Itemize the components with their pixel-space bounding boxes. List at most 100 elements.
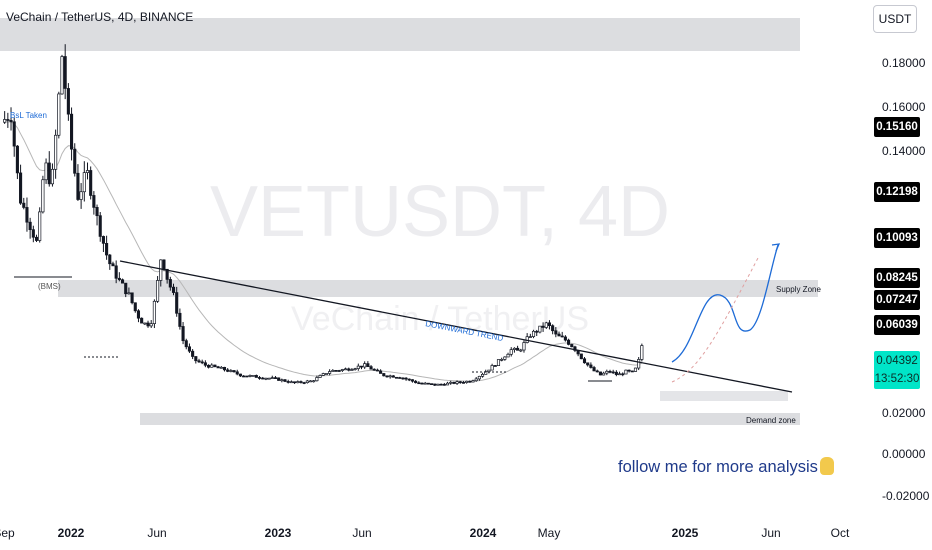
candle-body bbox=[312, 380, 316, 383]
candle-body bbox=[124, 282, 128, 295]
candle-body bbox=[519, 349, 523, 352]
candle-body bbox=[117, 277, 121, 281]
candle-body bbox=[423, 382, 427, 385]
candle-body bbox=[477, 375, 481, 380]
candle-body bbox=[9, 120, 13, 123]
candle-body bbox=[436, 383, 440, 386]
candle-body bbox=[544, 322, 548, 328]
candle-body bbox=[92, 195, 96, 208]
candle-body bbox=[63, 56, 67, 89]
candle-body bbox=[592, 367, 596, 372]
candle-body bbox=[637, 359, 641, 369]
candle-body bbox=[171, 286, 176, 293]
candle-body bbox=[417, 382, 421, 385]
candle-body bbox=[264, 377, 268, 380]
candle-body bbox=[318, 375, 322, 378]
candle-body bbox=[315, 377, 319, 382]
candle-body bbox=[372, 368, 376, 371]
candle-body bbox=[89, 170, 93, 196]
candle-body bbox=[630, 370, 634, 373]
x-tick-label: Sep bbox=[0, 526, 15, 540]
candle-body bbox=[70, 113, 74, 150]
candle-body bbox=[598, 371, 602, 376]
candles-layer bbox=[3, 44, 644, 387]
countdown-tag: 13:52:30 bbox=[874, 369, 920, 389]
candle-body bbox=[394, 376, 399, 379]
candle-body bbox=[356, 365, 360, 369]
candle-body bbox=[433, 383, 437, 386]
candle-body bbox=[222, 366, 227, 371]
candle-body bbox=[449, 381, 453, 384]
candle-body bbox=[47, 162, 51, 185]
candle-body bbox=[621, 373, 625, 376]
candle-body bbox=[633, 367, 638, 372]
candle-body bbox=[624, 369, 628, 375]
candle-body bbox=[248, 375, 252, 377]
price-tag-1: 0.12198 bbox=[874, 182, 920, 202]
price-tag-2: 0.10093 bbox=[874, 228, 920, 248]
candle-body bbox=[388, 375, 392, 378]
candle-body bbox=[512, 347, 516, 350]
x-tick-label: Oct bbox=[831, 526, 850, 540]
candle-body bbox=[324, 373, 328, 375]
price-tag-5: 0.06039 bbox=[874, 315, 920, 335]
candle-body bbox=[136, 310, 141, 319]
candle-body bbox=[487, 369, 491, 373]
watermark-layer: VETUSDT, 4D VeChain / TetherUS bbox=[210, 172, 670, 338]
currency-unit-button[interactable]: USDT bbox=[873, 5, 917, 33]
candle-body bbox=[289, 381, 293, 384]
candle-body bbox=[328, 371, 332, 374]
candle-body bbox=[481, 373, 485, 377]
hand-icon bbox=[819, 457, 834, 475]
candle-body bbox=[232, 370, 236, 373]
candle-body bbox=[3, 119, 7, 123]
bms-label: (BMS) bbox=[38, 282, 61, 291]
candle-body bbox=[216, 366, 220, 369]
price-tag-4: 0.07247 bbox=[874, 290, 920, 310]
x-tick-label: 2025 bbox=[672, 526, 699, 540]
candle-body bbox=[293, 381, 297, 384]
candle-body bbox=[347, 368, 351, 371]
candle-body bbox=[439, 383, 443, 386]
candle-body bbox=[452, 381, 456, 384]
candle-body bbox=[627, 369, 631, 372]
candle-body bbox=[602, 372, 606, 376]
candle-body bbox=[108, 254, 112, 265]
candle-body bbox=[146, 322, 150, 327]
candle-body bbox=[120, 279, 125, 284]
candle-body bbox=[168, 279, 172, 288]
follow-caption: follow me for more analysis bbox=[618, 457, 834, 477]
y-tick-label: 0.18000 bbox=[882, 56, 926, 70]
candle-body bbox=[296, 381, 300, 384]
candle-body bbox=[605, 370, 609, 374]
candle-body bbox=[175, 292, 179, 314]
candle-body bbox=[350, 369, 354, 371]
candle-body bbox=[608, 370, 612, 373]
candle-body bbox=[340, 369, 344, 371]
candle-body bbox=[560, 335, 564, 338]
x-tick-label: Jun bbox=[352, 526, 371, 540]
candle-body bbox=[54, 134, 58, 170]
candle-body bbox=[471, 380, 475, 383]
candle-body bbox=[430, 383, 434, 385]
watermark-name: VeChain / TetherUS bbox=[291, 300, 589, 338]
candle-body bbox=[582, 358, 587, 364]
candle-body bbox=[557, 333, 561, 337]
candle-body bbox=[143, 322, 147, 325]
candle-body bbox=[226, 369, 230, 372]
candle-body bbox=[156, 280, 160, 302]
candle-body bbox=[181, 326, 185, 342]
candle-body bbox=[398, 377, 402, 379]
candle-body bbox=[178, 312, 182, 327]
candle-body bbox=[455, 381, 459, 384]
candle-body bbox=[219, 366, 223, 369]
demand-zone-label: Demand zone bbox=[746, 416, 796, 425]
candle-body bbox=[162, 259, 166, 270]
candle-body bbox=[445, 382, 450, 386]
candle-body bbox=[573, 346, 577, 351]
axes-layer: 0.18000 0.16000 0.14000 0.02000 0.00000 -0.02… bbox=[0, 56, 930, 540]
candle-body bbox=[165, 268, 169, 280]
follow-text: follow me for more analysis bbox=[618, 458, 818, 476]
candle-body bbox=[19, 172, 23, 204]
